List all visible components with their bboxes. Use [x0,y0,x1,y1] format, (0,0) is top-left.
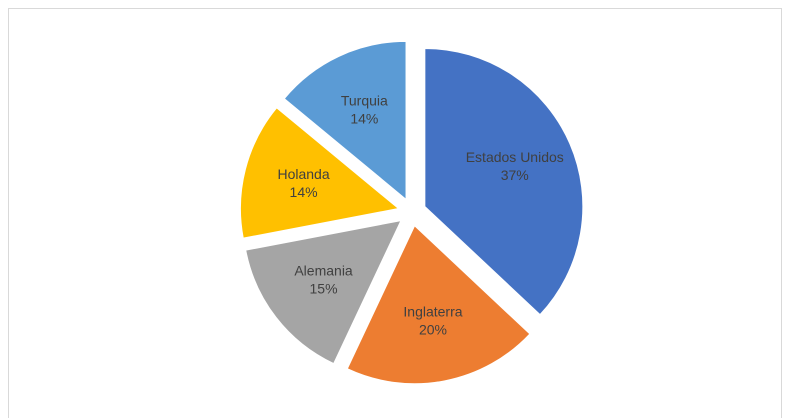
slice-category-label: Turquia [341,92,388,108]
pie-slice [424,47,584,316]
slice-category-label: Alemania [294,262,353,278]
pie-slice [283,40,407,201]
slice-category-label: Holanda [277,166,329,182]
slice-value-label: 14% [350,110,378,126]
pie-slice [346,224,531,385]
slice-value-label: 15% [310,280,338,296]
slice-category-label: Inglaterra [403,304,462,320]
slice-value-label: 37% [501,167,529,183]
slice-value-label: 14% [290,184,318,200]
pie-slice [239,107,400,239]
slice-category-label: Estados Unidos [466,149,564,165]
pie-slice [245,219,402,365]
slice-value-label: 20% [419,322,447,338]
